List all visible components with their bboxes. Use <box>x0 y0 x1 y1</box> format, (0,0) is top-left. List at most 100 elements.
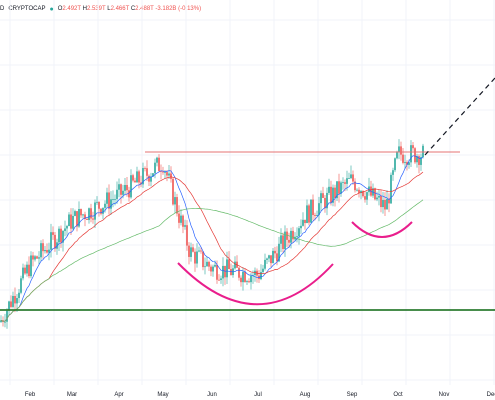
candle-body <box>52 232 54 235</box>
candle-body <box>30 255 32 277</box>
candle-body <box>320 193 322 204</box>
candle-body <box>242 272 244 283</box>
candle-body <box>0 320 2 322</box>
candle-body <box>96 201 98 203</box>
candle-body <box>12 295 14 307</box>
chart-header: D CRYPTOCAP ● O2.492T H2.539T L2.466T C2… <box>0 2 201 16</box>
candle-body <box>60 228 62 243</box>
candle-body <box>66 226 68 229</box>
candle-body <box>390 174 392 204</box>
candle-body <box>308 205 310 223</box>
candle-body <box>264 259 266 269</box>
candle-body <box>100 208 102 214</box>
candle-body <box>380 195 382 208</box>
candle-body <box>162 171 164 173</box>
candle-body <box>166 172 168 176</box>
candle-body <box>82 214 84 216</box>
x-tick-label: Dec <box>487 392 495 398</box>
grid-lines <box>0 0 495 385</box>
candle-body <box>344 182 346 184</box>
candle-body <box>350 174 352 179</box>
candle-body <box>38 257 40 259</box>
candle-body <box>94 202 96 220</box>
candle-body <box>254 270 256 276</box>
candle-body <box>316 215 318 216</box>
candle-body <box>378 195 380 198</box>
x-tick-label: Nov <box>439 392 450 398</box>
candle-body <box>336 181 338 199</box>
candle-body <box>268 255 270 259</box>
candle-body <box>84 214 86 220</box>
candle-body <box>400 146 402 155</box>
candle-body <box>14 295 16 304</box>
candle-body <box>282 235 284 250</box>
candle-body <box>300 225 302 229</box>
candle-body <box>420 157 422 165</box>
candle-body <box>298 228 300 237</box>
candle-body <box>188 245 190 257</box>
exchange-name: CRYPTOCAP <box>8 6 46 12</box>
candle-body <box>370 186 372 196</box>
candle-body <box>72 215 74 229</box>
candle-body <box>70 214 72 229</box>
x-tick-label: Feb <box>25 392 36 398</box>
candle-body <box>364 196 366 200</box>
candle-body <box>74 211 76 216</box>
candle-body <box>108 192 110 209</box>
candle-body <box>284 231 286 250</box>
candle-body <box>286 231 288 240</box>
candle-body <box>182 215 184 227</box>
candle-body <box>398 146 400 152</box>
dashed-projection-line <box>424 77 495 156</box>
candle-body <box>204 266 206 268</box>
candle-body <box>26 264 28 274</box>
candle-body <box>8 301 10 311</box>
candle-body <box>64 228 66 231</box>
candle-body <box>310 199 312 223</box>
candle-body <box>212 266 214 272</box>
candle-body <box>176 197 178 214</box>
candle-body <box>106 192 108 204</box>
x-tick-label: May <box>157 392 168 398</box>
ma-fast-line <box>0 155 424 322</box>
close-value: 2.488T <box>135 6 154 12</box>
candle-body <box>330 186 332 203</box>
candle-body <box>226 259 228 278</box>
candle-body <box>42 243 44 252</box>
low-value: 2.466T <box>110 6 130 12</box>
candle-body <box>184 225 186 227</box>
candle-body <box>408 162 410 165</box>
candle-body <box>238 267 240 278</box>
candle-body <box>186 225 188 246</box>
candle-body <box>312 199 314 216</box>
candle-body <box>412 145 414 149</box>
candle-body <box>348 178 350 179</box>
candle-body <box>356 189 358 191</box>
candle-body <box>170 173 172 179</box>
candle-body <box>354 181 356 191</box>
candle-body <box>102 207 104 214</box>
candle-body <box>276 253 278 262</box>
candle-body <box>168 173 170 176</box>
candle-body <box>126 184 128 191</box>
candle-body <box>306 205 308 224</box>
candle-body <box>384 199 386 210</box>
candle-body <box>328 186 330 193</box>
candles <box>0 139 424 329</box>
candle-body <box>422 145 424 158</box>
candle-body <box>346 178 348 184</box>
candle-body <box>410 145 412 163</box>
candle-body <box>278 243 280 262</box>
change-value: -3.182B (-0.13%) <box>155 6 202 12</box>
candle-body <box>418 156 420 165</box>
candle-body <box>244 272 246 283</box>
candle-body <box>240 277 242 283</box>
candle-body <box>196 251 198 264</box>
candle-body <box>146 168 148 176</box>
candle-body <box>272 250 274 264</box>
candle-body <box>18 292 20 299</box>
candle-body <box>136 171 138 183</box>
candle-body <box>414 148 416 163</box>
candle-body <box>234 261 236 269</box>
